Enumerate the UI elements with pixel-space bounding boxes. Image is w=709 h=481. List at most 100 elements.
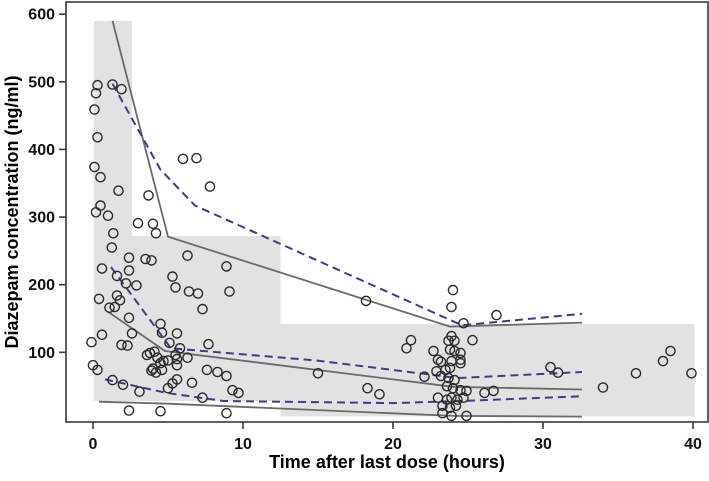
data-point	[167, 271, 178, 282]
data-point	[147, 218, 159, 230]
data-point	[552, 367, 564, 378]
data-point	[149, 346, 160, 358]
data-point	[150, 367, 162, 378]
data-point	[162, 382, 174, 394]
data-point	[630, 367, 642, 379]
data-point	[444, 362, 456, 374]
data-point	[360, 295, 372, 307]
data-point	[224, 286, 235, 297]
data-point	[221, 261, 232, 272]
data-point	[144, 347, 156, 359]
data-point	[156, 327, 168, 339]
data-point	[449, 345, 460, 357]
y-tick-label: 100	[28, 345, 55, 362]
data-point	[221, 407, 232, 419]
data-point	[491, 309, 502, 321]
data-point	[197, 303, 208, 315]
data-point	[432, 354, 444, 366]
data-point	[90, 206, 102, 218]
data-point	[92, 131, 103, 143]
data-point	[95, 171, 106, 183]
data-point	[665, 345, 676, 357]
y-tick-label: 200	[28, 277, 55, 294]
data-point	[203, 338, 214, 350]
data-point	[107, 79, 118, 90]
data-point	[171, 374, 183, 385]
data-point	[447, 284, 459, 296]
data-point	[182, 250, 193, 261]
band-interval-2.6-12.5h	[132, 236, 281, 402]
scatter-points	[86, 79, 697, 422]
data-point	[450, 400, 462, 412]
data-point	[123, 312, 135, 324]
data-point	[116, 339, 127, 351]
data-point	[102, 210, 114, 221]
data-point	[108, 227, 119, 239]
data-point	[446, 392, 457, 404]
data-point	[116, 83, 127, 95]
data-point	[197, 392, 208, 404]
prediction-interval-bands	[93, 20, 695, 417]
data-point	[152, 352, 163, 364]
data-point	[401, 342, 412, 354]
line-predicted-median	[110, 266, 583, 380]
data-point	[374, 388, 385, 400]
data-point	[221, 370, 232, 382]
data-point	[405, 334, 417, 346]
data-point	[155, 357, 166, 369]
data-point	[92, 364, 103, 376]
x-axis-title: Time after last dose (hours)	[269, 452, 505, 472]
axes: 0 10 20 30 40 100 200 300 400 500 600	[28, 1, 709, 453]
data-point	[164, 337, 175, 349]
data-point	[449, 374, 460, 386]
data-point	[191, 152, 202, 164]
data-point	[123, 252, 135, 264]
data-point	[114, 294, 126, 306]
y-tick-label: 300	[28, 210, 55, 227]
data-point	[233, 387, 244, 399]
data-point	[446, 301, 457, 313]
data-point	[488, 385, 499, 397]
data-point	[126, 328, 138, 339]
data-point	[443, 372, 454, 384]
data-point	[140, 253, 151, 265]
data-point	[428, 345, 439, 357]
data-point	[227, 384, 238, 396]
data-point	[597, 382, 609, 393]
data-point	[455, 347, 466, 359]
data-point	[171, 359, 183, 371]
y-tick-label: 400	[28, 142, 55, 159]
data-point	[362, 382, 373, 394]
data-point	[106, 242, 118, 253]
line-observed-lower-percentile	[98, 400, 583, 418]
data-point	[461, 410, 472, 422]
data-point	[455, 357, 466, 369]
data-point	[458, 317, 469, 329]
data-point	[171, 328, 183, 339]
data-point	[170, 282, 181, 293]
data-point	[171, 353, 183, 365]
data-point	[111, 270, 123, 282]
band-interval-12.5-40h	[280, 323, 695, 417]
line-predicted-upper-percentile	[111, 83, 583, 327]
x-tick-label: 0	[89, 436, 98, 453]
data-point	[467, 334, 478, 346]
data-point	[177, 153, 189, 165]
data-point	[437, 400, 448, 412]
data-point	[96, 329, 108, 341]
data-point	[156, 364, 168, 376]
data-point	[117, 379, 129, 391]
data-point	[89, 104, 100, 115]
data-point	[449, 335, 460, 347]
data-point	[96, 263, 108, 274]
data-point	[104, 302, 115, 314]
data-point	[201, 364, 213, 376]
data-point	[444, 344, 456, 355]
x-tick-label: 10	[234, 436, 252, 453]
data-point	[90, 88, 102, 99]
data-point	[657, 355, 669, 367]
data-point	[186, 377, 198, 389]
y-tick-label: 600	[28, 7, 55, 24]
